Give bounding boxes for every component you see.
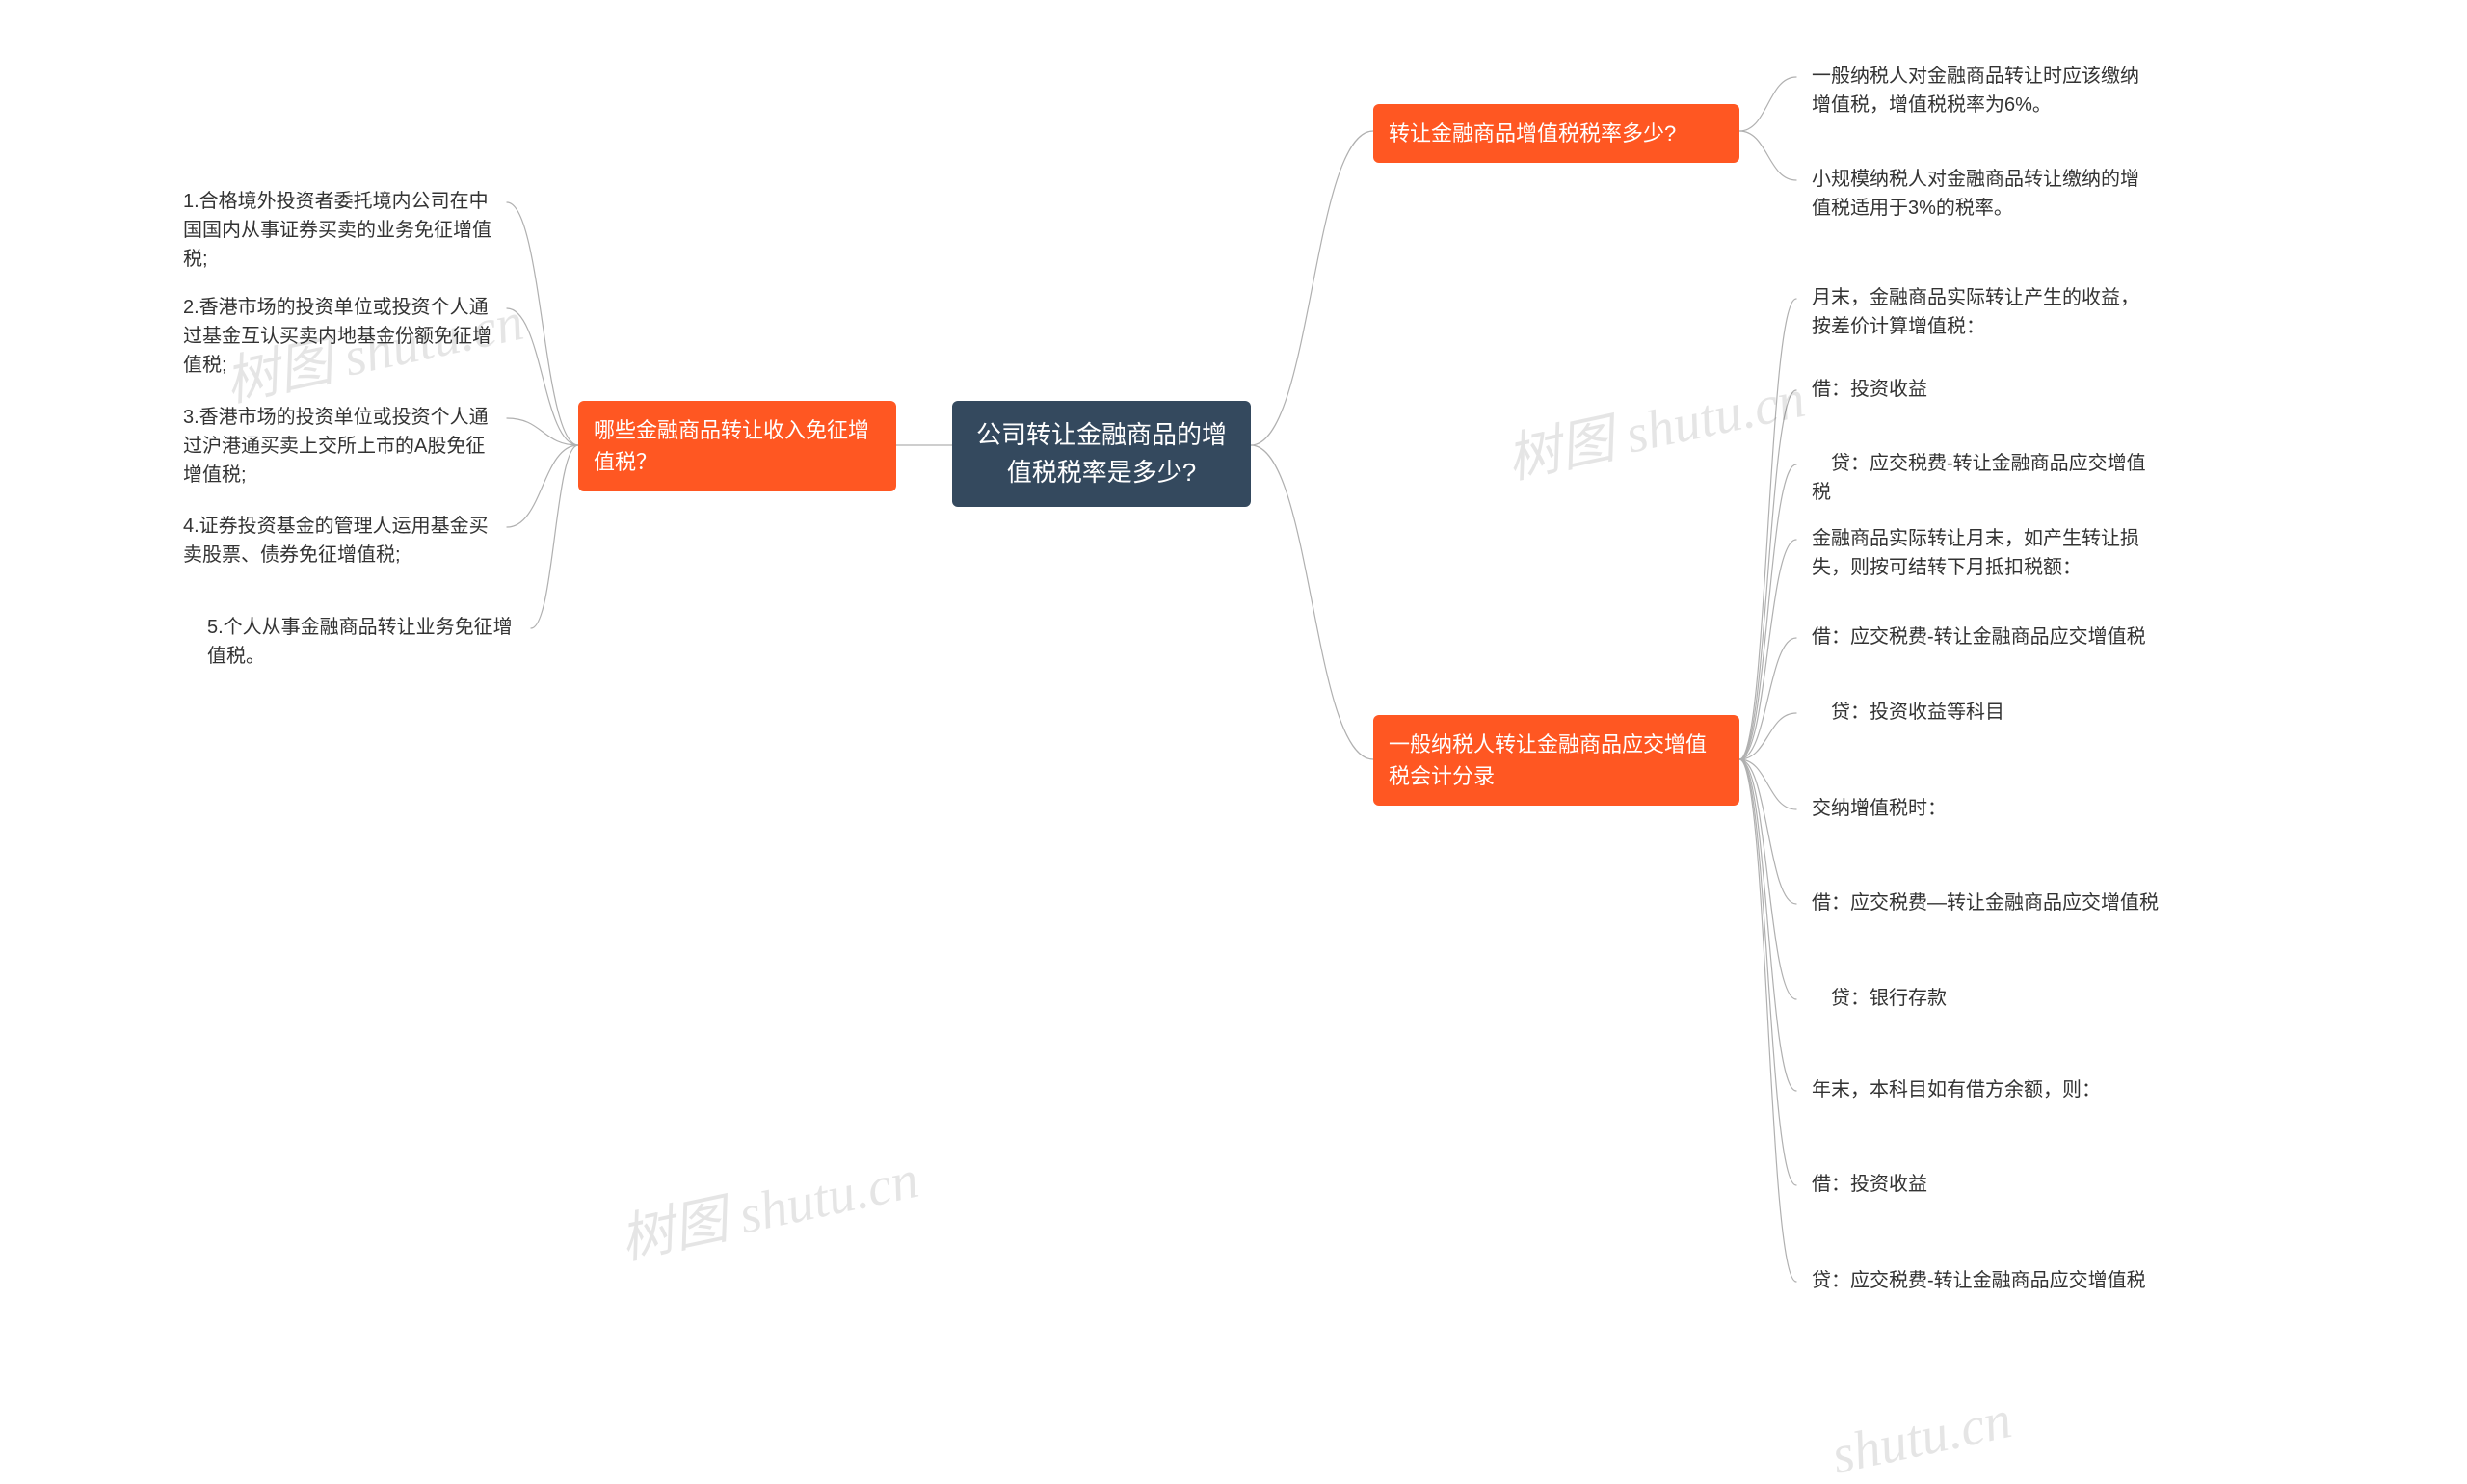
root-node: 公司转让金融商品的增值税税率是多少? bbox=[952, 401, 1251, 507]
leaf-node: 月末，金融商品实际转让产生的收益，按差价计算增值税： bbox=[1802, 278, 2159, 347]
leaf-node: 3.香港市场的投资单位或投资个人通过沪港通买卖上交所上市的A股免征增值税; bbox=[173, 397, 501, 495]
watermark: 树图 shutu.cn bbox=[1499, 355, 1811, 494]
leaf-node: 贷：应交税费-转让金融商品应交增值税 bbox=[1802, 443, 2168, 513]
leaf-node: 借：应交税费—转让金融商品应交增值税 bbox=[1802, 883, 2168, 923]
leaf-node: 交纳增值税时： bbox=[1802, 788, 2159, 829]
branch-node-b3: 哪些金融商品转让收入免征增值税？ bbox=[578, 401, 896, 491]
leaf-node: 5.个人从事金融商品转让业务免征增值税。 bbox=[198, 607, 525, 676]
leaf-node: 1.合格境外投资者委托境内公司在中国国内从事证券买卖的业务免征增值税; bbox=[173, 181, 501, 279]
branch-node-b1: 转让金融商品增值税税率多少? bbox=[1373, 104, 1739, 163]
leaf-node: 4.证券投资基金的管理人运用基金买卖股票、债券免征增值税; bbox=[173, 506, 501, 575]
leaf-node: 金融商品实际转让月末，如产生转让损失，则按可结转下月抵扣税额： bbox=[1802, 518, 2159, 588]
leaf-node: 贷：投资收益等科目 bbox=[1802, 692, 2159, 732]
leaf-node: 借：投资收益 bbox=[1802, 369, 2159, 410]
branch-node-b2: 一般纳税人转让金融商品应交增值税会计分录 bbox=[1373, 715, 1739, 806]
leaf-node: 小规模纳税人对金融商品转让缴纳的增值税适用于3%的税率。 bbox=[1802, 159, 2159, 228]
leaf-node: 2.香港市场的投资单位或投资个人通过基金互认买卖内地基金份额免征增值税; bbox=[173, 287, 501, 385]
leaf-node: 贷：银行存款 bbox=[1802, 978, 2159, 1019]
leaf-node: 借：投资收益 bbox=[1802, 1164, 2159, 1205]
leaf-node: 借：应交税费-转让金融商品应交增值税 bbox=[1802, 617, 2168, 657]
leaf-node: 一般纳税人对金融商品转让时应该缴纳增值税，增值税税率为6%。 bbox=[1802, 56, 2159, 125]
leaf-node: 贷：应交税费-转让金融商品应交增值税 bbox=[1802, 1260, 2168, 1301]
watermark: 树图 shutu.cn bbox=[612, 1135, 924, 1275]
watermark: shutu.cn bbox=[1826, 1389, 2016, 1484]
leaf-node: 年末，本科目如有借方余额，则： bbox=[1802, 1070, 2159, 1110]
